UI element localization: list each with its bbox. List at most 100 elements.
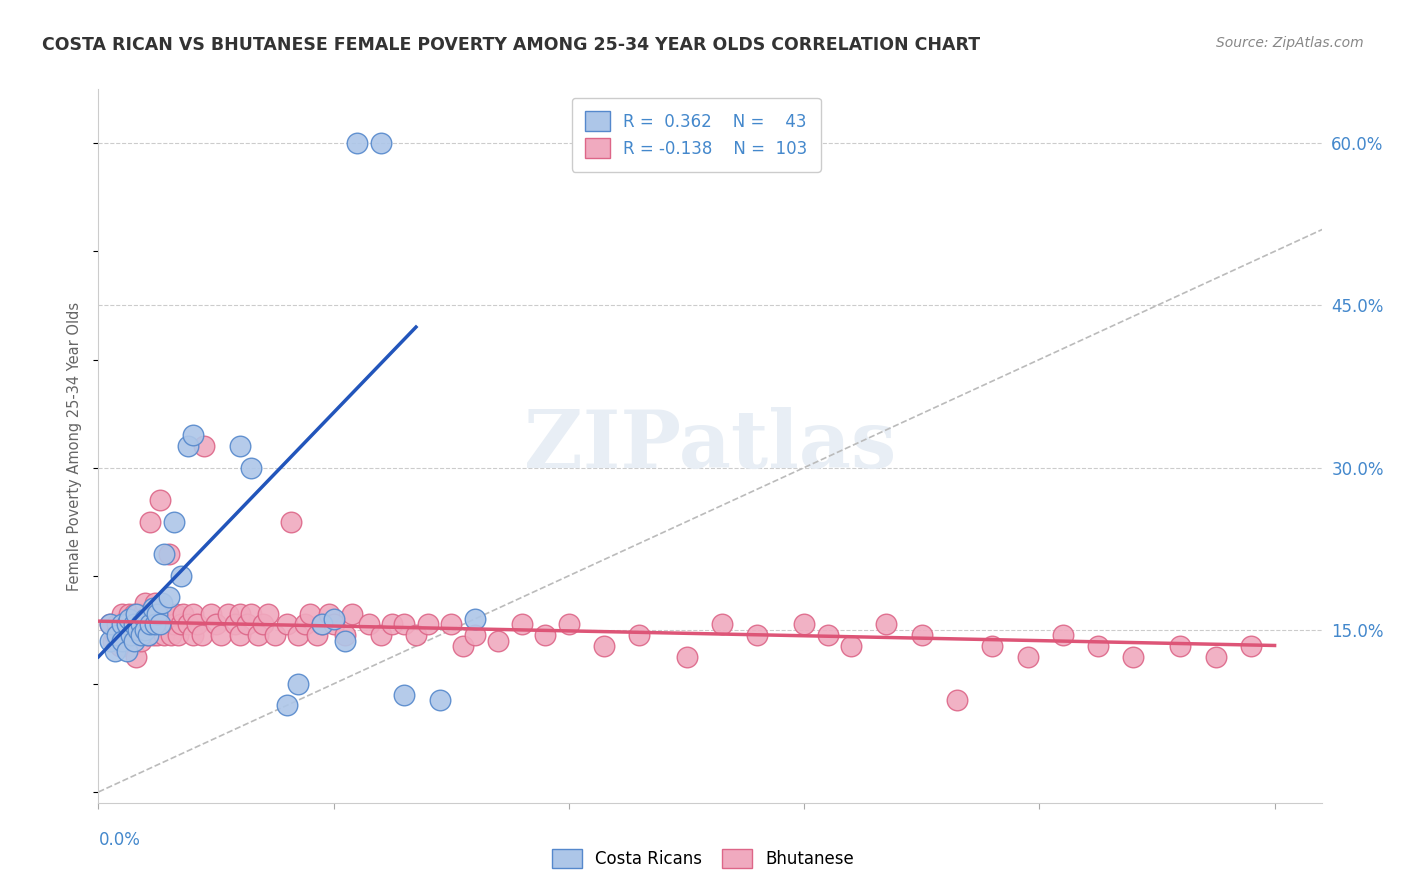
Point — [181, 628, 204, 642]
Point — [287, 628, 309, 642]
Point — [946, 693, 969, 707]
Point — [177, 617, 200, 632]
Point — [146, 628, 169, 642]
Legend: R =  0.362    N =    43, R = -0.138    N =  103: R = 0.362 N = 43, R = -0.138 N = 103 — [572, 97, 821, 171]
Point — [981, 639, 1004, 653]
Point — [464, 628, 486, 642]
Point — [322, 612, 344, 626]
Point — [429, 693, 451, 707]
Point — [247, 628, 270, 642]
Point — [1052, 628, 1074, 642]
Point — [200, 607, 222, 621]
Point — [150, 607, 173, 621]
Point — [675, 649, 697, 664]
Point — [346, 136, 368, 151]
Point — [335, 633, 357, 648]
Point — [370, 628, 392, 642]
Point — [191, 628, 214, 642]
Point — [141, 601, 163, 615]
Point — [141, 628, 163, 642]
Point — [193, 439, 215, 453]
Point — [240, 607, 263, 621]
Point — [228, 607, 250, 621]
Text: ZIPatlas: ZIPatlas — [524, 407, 896, 485]
Point — [153, 547, 176, 561]
Point — [104, 628, 127, 642]
Point — [170, 617, 193, 632]
Point — [118, 628, 141, 642]
Text: 0.0%: 0.0% — [98, 831, 141, 849]
Point — [322, 617, 344, 632]
Point — [307, 628, 329, 642]
Point — [1122, 649, 1144, 664]
Point — [98, 617, 121, 632]
Point — [120, 639, 142, 653]
Point — [486, 633, 509, 648]
Text: COSTA RICAN VS BHUTANESE FEMALE POVERTY AMONG 25-34 YEAR OLDS CORRELATION CHART: COSTA RICAN VS BHUTANESE FEMALE POVERTY … — [42, 36, 980, 54]
Point — [149, 617, 172, 632]
Point — [186, 617, 208, 632]
Point — [115, 644, 138, 658]
Point — [745, 628, 768, 642]
Point — [405, 628, 427, 642]
Point — [115, 617, 138, 632]
Point — [209, 628, 232, 642]
Point — [217, 607, 239, 621]
Point — [163, 617, 186, 632]
Point — [105, 628, 128, 642]
Point — [127, 628, 149, 642]
Point — [1205, 649, 1227, 664]
Point — [235, 617, 257, 632]
Point — [911, 628, 934, 642]
Point — [157, 591, 180, 605]
Point — [157, 607, 180, 621]
Point — [440, 617, 463, 632]
Point — [263, 628, 285, 642]
Point — [228, 628, 250, 642]
Point — [1017, 649, 1039, 664]
Point — [125, 617, 148, 632]
Point — [127, 623, 149, 637]
Point — [311, 617, 333, 632]
Point — [118, 607, 141, 621]
Legend: Costa Ricans, Bhutanese: Costa Ricans, Bhutanese — [546, 843, 860, 875]
Point — [108, 639, 131, 653]
Point — [875, 617, 897, 632]
Point — [177, 439, 200, 453]
Text: Source: ZipAtlas.com: Source: ZipAtlas.com — [1216, 36, 1364, 50]
Point — [101, 633, 124, 648]
Point — [256, 607, 278, 621]
Point — [105, 617, 128, 632]
Point — [593, 639, 616, 653]
Point — [357, 617, 380, 632]
Point — [318, 607, 340, 621]
Point — [143, 617, 166, 632]
Point — [122, 617, 145, 632]
Point — [122, 628, 145, 642]
Point — [139, 617, 162, 632]
Point — [287, 677, 309, 691]
Point — [115, 639, 138, 653]
Point — [628, 628, 651, 642]
Point — [280, 515, 302, 529]
Point — [710, 617, 733, 632]
Point — [392, 688, 416, 702]
Point — [240, 460, 263, 475]
Point — [134, 623, 156, 637]
Point — [224, 617, 246, 632]
Point — [146, 607, 169, 621]
Point — [793, 617, 815, 632]
Point — [122, 607, 145, 621]
Point — [120, 628, 142, 642]
Point — [510, 617, 533, 632]
Point — [205, 617, 228, 632]
Point — [1087, 639, 1109, 653]
Point — [294, 617, 316, 632]
Point — [392, 617, 416, 632]
Point — [817, 628, 839, 642]
Point — [252, 617, 274, 632]
Point — [111, 607, 134, 621]
Point — [98, 633, 121, 648]
Point — [311, 617, 333, 632]
Point — [111, 617, 134, 632]
